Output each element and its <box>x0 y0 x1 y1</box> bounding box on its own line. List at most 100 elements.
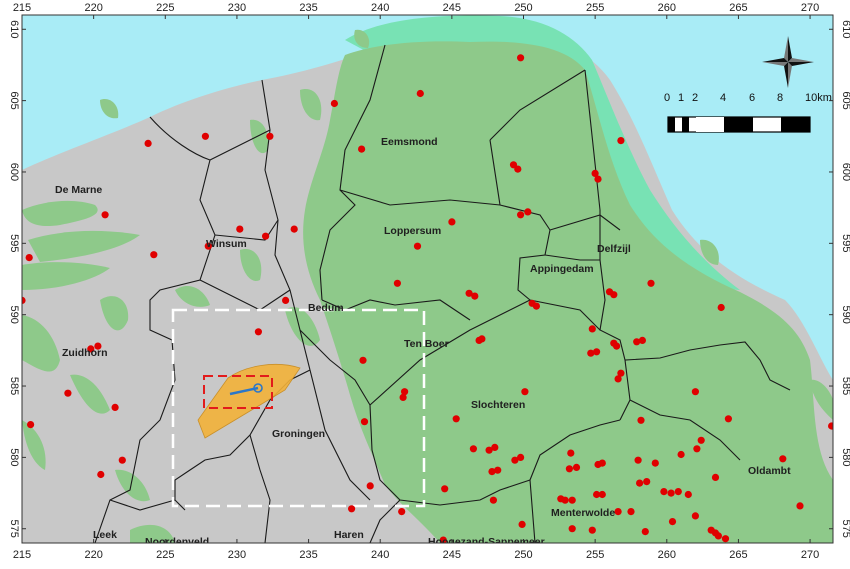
earthquake-marker <box>627 508 635 516</box>
y-tick-label: 580 <box>8 448 20 466</box>
earthquake-marker <box>401 388 409 396</box>
earthquake-marker <box>97 470 105 479</box>
earthquake-marker <box>150 251 158 259</box>
label-loppersum: Loppersum <box>384 225 441 237</box>
earthquake-marker <box>360 418 369 426</box>
earthquake-marker <box>691 512 700 520</box>
y-tick-label: 605 <box>840 91 850 109</box>
earthquake-marker <box>511 456 519 464</box>
earthquake-marker <box>643 478 651 486</box>
x-tick-label: 230 <box>228 2 246 14</box>
earthquake-marker <box>693 445 701 453</box>
earthquake-marker <box>491 443 499 451</box>
earthquake-marker <box>118 456 126 464</box>
earthquake-marker <box>87 345 95 353</box>
coordinate-ticks: 2152152202202252252302302352352402402452… <box>8 2 850 561</box>
earthquake-marker <box>144 139 152 147</box>
label-hoogezand-sappemeer: Hoogezand-Sappemeer <box>428 536 545 548</box>
earthquake-marker <box>677 450 685 459</box>
earthquake-marker <box>617 369 625 377</box>
scale-bar: 0 1 2 4 6 8 10km <box>664 92 832 133</box>
earthquake-marker <box>22 296 26 304</box>
earthquake-marker <box>489 496 497 504</box>
earthquake-marker <box>593 490 601 499</box>
scale-label-2: 2 <box>692 92 698 104</box>
earthquake-marker <box>588 526 596 534</box>
earthquake-marker <box>478 335 486 343</box>
earthquake-marker <box>448 218 456 226</box>
earthquake-marker <box>485 446 493 454</box>
earthquake-marker <box>796 502 804 510</box>
earthquake-marker <box>521 388 529 396</box>
earthquake-marker <box>201 132 209 140</box>
earthquake-marker <box>517 453 525 461</box>
earthquake-points <box>22 54 833 543</box>
label-ten-boer: Ten Boer <box>404 338 449 350</box>
y-tick-label: 590 <box>8 305 20 323</box>
earthquake-marker <box>614 508 622 516</box>
earthquake-marker <box>561 496 569 504</box>
earthquake-marker <box>64 389 72 397</box>
earthquake-marker <box>614 375 622 383</box>
earthquake-marker <box>416 89 424 98</box>
earthquake-marker <box>366 482 374 490</box>
label-eemsmond: Eemsmond <box>381 136 438 148</box>
earthquake-marker <box>330 99 338 108</box>
earthquake-marker <box>236 225 244 233</box>
earthquake-marker <box>262 232 270 240</box>
earthquake-marker <box>518 520 526 529</box>
earthquake-marker <box>94 342 102 350</box>
earthquake-marker <box>469 445 477 453</box>
earthquake-marker <box>359 356 367 364</box>
x-tick-label: 255 <box>586 2 604 14</box>
earthquake-marker <box>27 421 35 429</box>
label-oldambt: Oldambt <box>748 465 791 477</box>
x-tick-label: 235 <box>299 2 317 14</box>
y-tick-label: 575 <box>840 520 850 538</box>
earthquake-marker <box>660 488 668 496</box>
label-slochteren: Slochteren <box>471 399 525 411</box>
earthquake-marker <box>617 137 625 145</box>
earthquake-marker <box>667 489 675 497</box>
earthquake-marker <box>413 242 422 250</box>
x-tick-label: 240 <box>371 2 389 14</box>
y-tick-label: 575 <box>8 520 20 538</box>
earthquake-marker <box>587 349 595 357</box>
compass-rose-icon <box>762 36 814 88</box>
earthquake-marker <box>398 508 406 516</box>
study-window-rectangle <box>171 308 426 508</box>
y-tick-label: 585 <box>840 377 850 395</box>
x-tick-label: 220 <box>84 549 102 561</box>
earthquake-marker <box>488 468 496 476</box>
earthquake-marker <box>594 175 602 183</box>
earthquake-marker <box>254 328 262 336</box>
earthquake-marker <box>101 211 109 219</box>
y-tick-label: 600 <box>840 163 850 181</box>
groningen-gas-field <box>303 41 833 543</box>
y-tick-label: 610 <box>8 20 20 38</box>
scale-label-6: 6 <box>749 92 755 104</box>
earthquake-marker <box>828 422 833 430</box>
earthquake-marker <box>637 416 645 424</box>
scale-label-0: 0 <box>664 92 670 104</box>
earthquake-marker <box>651 459 659 467</box>
municipality-labels: Eemsmond De Marne Loppersum Delfzijl Win… <box>55 136 791 548</box>
earthquake-marker <box>634 456 642 464</box>
earthquake-marker <box>25 254 33 262</box>
earthquake-marker <box>565 465 574 473</box>
earthquake-marker <box>452 415 460 423</box>
earthquake-marker <box>714 532 723 540</box>
earthquake-marker <box>588 325 596 333</box>
earthquake-marker <box>641 528 649 536</box>
y-tick-label: 590 <box>840 305 850 323</box>
earthquake-marker <box>567 449 575 457</box>
earthquake-marker <box>593 348 601 356</box>
earthquake-marker <box>684 490 692 499</box>
x-tick-label: 230 <box>228 549 246 561</box>
x-tick-label: 250 <box>514 2 532 14</box>
earthquake-marker <box>439 536 447 543</box>
earthquake-marker <box>517 211 525 219</box>
earthquake-marker <box>494 466 502 474</box>
earthquake-marker <box>572 463 581 471</box>
earthquake-marker <box>393 279 401 287</box>
